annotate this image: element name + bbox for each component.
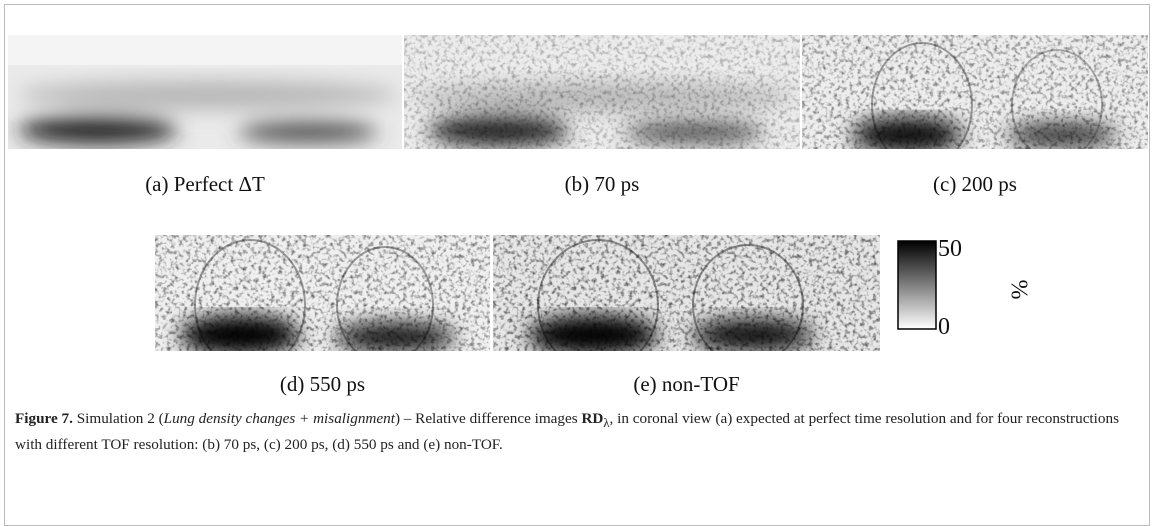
caption-subscript: λ [603,416,610,431]
caption-text: , in coronal view (a) expected at perfec… [15,410,1119,454]
figure-caption: Figure 7. Simulation 2 (Lung density cha… [15,408,1135,455]
caption-text: ) – Relative difference images [394,410,582,427]
panel-image [155,235,490,351]
caption-label: Figure 7. [15,410,73,427]
colorbar-tick-label: 0 [938,314,950,340]
colorbar-unit: % [1005,279,1032,300]
panel-label: (e) non-TOF [633,372,740,396]
panel-image [8,35,402,149]
caption-text: Simulation 2 ( [72,410,164,427]
caption-symbol: RD [581,410,604,427]
panel-image [802,35,1148,149]
caption-italic: Lung density changes + misalignment [163,410,395,427]
panel-label: (a) Perfect ΔT [145,172,265,196]
colorbar [897,240,937,330]
panel-label: (d) 550 ps [279,372,366,396]
panel-label: (b) 70 ps [564,172,640,196]
panel-image [493,235,880,351]
panel-label: (c) 200 ps [933,172,1017,196]
page: (a) Perfect ΔT (b) 70 ps (c) 200 ps (d) … [4,4,1150,526]
panel-image [404,35,800,149]
colorbar-tick-label: 50 [938,236,962,262]
